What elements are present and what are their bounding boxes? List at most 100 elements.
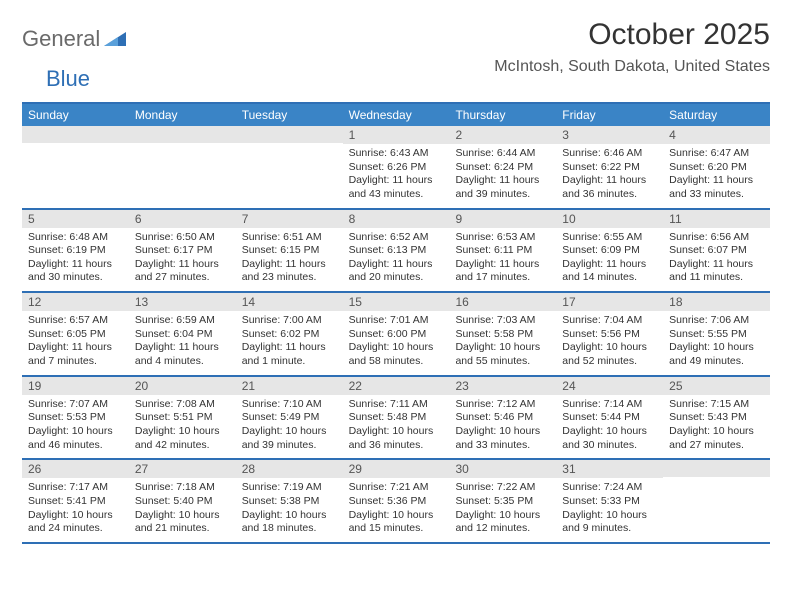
day-cell: 30Sunrise: 7:22 AMSunset: 5:35 PMDayligh… [449,460,556,542]
day-body: Sunrise: 7:00 AMSunset: 6:02 PMDaylight:… [236,311,343,375]
day-number: 14 [236,293,343,311]
daylight-text: Daylight: 11 hours and 23 minutes. [242,258,337,285]
day-body: Sunrise: 7:01 AMSunset: 6:00 PMDaylight:… [343,311,450,375]
sunrise-text: Sunrise: 6:46 AM [562,147,657,161]
day-body: Sunrise: 6:57 AMSunset: 6:05 PMDaylight:… [22,311,129,375]
day-number: 22 [343,377,450,395]
day-body: Sunrise: 7:07 AMSunset: 5:53 PMDaylight:… [22,395,129,459]
daylight-text: Daylight: 10 hours and 52 minutes. [562,341,657,368]
sunrise-text: Sunrise: 6:48 AM [28,231,123,245]
sunset-text: Sunset: 5:51 PM [135,411,230,425]
sunrise-text: Sunrise: 7:12 AM [455,398,550,412]
daylight-text: Daylight: 10 hours and 9 minutes. [562,509,657,536]
daylight-text: Daylight: 11 hours and 1 minute. [242,341,337,368]
day-cell: 18Sunrise: 7:06 AMSunset: 5:55 PMDayligh… [663,293,770,375]
sunrise-text: Sunrise: 7:08 AM [135,398,230,412]
weekday-header: Sunday [22,104,129,126]
sunrise-text: Sunrise: 7:07 AM [28,398,123,412]
day-cell: 14Sunrise: 7:00 AMSunset: 6:02 PMDayligh… [236,293,343,375]
day-cell: 5Sunrise: 6:48 AMSunset: 6:19 PMDaylight… [22,210,129,292]
day-cell [236,126,343,208]
sunrise-text: Sunrise: 7:01 AM [349,314,444,328]
day-body [236,143,343,201]
sunrise-text: Sunrise: 7:00 AM [242,314,337,328]
location-subtitle: McIntosh, South Dakota, United States [494,58,770,76]
day-cell: 13Sunrise: 6:59 AMSunset: 6:04 PMDayligh… [129,293,236,375]
day-cell: 17Sunrise: 7:04 AMSunset: 5:56 PMDayligh… [556,293,663,375]
daylight-text: Daylight: 10 hours and 49 minutes. [669,341,764,368]
day-number [236,126,343,143]
day-cell: 12Sunrise: 6:57 AMSunset: 6:05 PMDayligh… [22,293,129,375]
day-body: Sunrise: 6:43 AMSunset: 6:26 PMDaylight:… [343,144,450,208]
sunset-text: Sunset: 5:43 PM [669,411,764,425]
sunset-text: Sunset: 5:58 PM [455,328,550,342]
day-body: Sunrise: 6:46 AMSunset: 6:22 PMDaylight:… [556,144,663,208]
sunrise-text: Sunrise: 6:52 AM [349,231,444,245]
day-number: 21 [236,377,343,395]
sunset-text: Sunset: 5:49 PM [242,411,337,425]
weekday-header: Friday [556,104,663,126]
day-body: Sunrise: 7:22 AMSunset: 5:35 PMDaylight:… [449,478,556,542]
day-number: 16 [449,293,556,311]
sunset-text: Sunset: 6:22 PM [562,161,657,175]
logo-text-general: General [22,26,100,52]
sunrise-text: Sunrise: 7:17 AM [28,481,123,495]
day-number: 30 [449,460,556,478]
sunrise-text: Sunrise: 7:10 AM [242,398,337,412]
day-cell: 16Sunrise: 7:03 AMSunset: 5:58 PMDayligh… [449,293,556,375]
daylight-text: Daylight: 11 hours and 20 minutes. [349,258,444,285]
day-cell: 15Sunrise: 7:01 AMSunset: 6:00 PMDayligh… [343,293,450,375]
sunset-text: Sunset: 6:19 PM [28,244,123,258]
sunrise-text: Sunrise: 6:43 AM [349,147,444,161]
day-body: Sunrise: 6:52 AMSunset: 6:13 PMDaylight:… [343,228,450,292]
sunset-text: Sunset: 6:17 PM [135,244,230,258]
sunrise-text: Sunrise: 7:06 AM [669,314,764,328]
day-body: Sunrise: 7:18 AMSunset: 5:40 PMDaylight:… [129,478,236,542]
daylight-text: Daylight: 11 hours and 39 minutes. [455,174,550,201]
day-body: Sunrise: 6:53 AMSunset: 6:11 PMDaylight:… [449,228,556,292]
daylight-text: Daylight: 11 hours and 33 minutes. [669,174,764,201]
day-cell: 8Sunrise: 6:52 AMSunset: 6:13 PMDaylight… [343,210,450,292]
month-title: October 2025 [494,18,770,52]
week-row: 26Sunrise: 7:17 AMSunset: 5:41 PMDayligh… [22,460,770,544]
day-cell: 25Sunrise: 7:15 AMSunset: 5:43 PMDayligh… [663,377,770,459]
weekday-header: Wednesday [343,104,450,126]
sunrise-text: Sunrise: 6:51 AM [242,231,337,245]
daylight-text: Daylight: 10 hours and 33 minutes. [455,425,550,452]
sunset-text: Sunset: 6:13 PM [349,244,444,258]
daylight-text: Daylight: 10 hours and 21 minutes. [135,509,230,536]
calendar-grid: SundayMondayTuesdayWednesdayThursdayFrid… [22,102,770,544]
daylight-text: Daylight: 11 hours and 11 minutes. [669,258,764,285]
sunset-text: Sunset: 6:11 PM [455,244,550,258]
day-number: 11 [663,210,770,228]
logo-triangle-icon [104,28,126,51]
week-row: 1Sunrise: 6:43 AMSunset: 6:26 PMDaylight… [22,126,770,210]
day-cell: 26Sunrise: 7:17 AMSunset: 5:41 PMDayligh… [22,460,129,542]
day-body: Sunrise: 7:12 AMSunset: 5:46 PMDaylight:… [449,395,556,459]
day-number [22,126,129,143]
sunset-text: Sunset: 5:53 PM [28,411,123,425]
sunrise-text: Sunrise: 6:56 AM [669,231,764,245]
day-number: 24 [556,377,663,395]
day-number: 3 [556,126,663,144]
sunrise-text: Sunrise: 7:19 AM [242,481,337,495]
day-number [663,460,770,477]
day-number: 8 [343,210,450,228]
sunset-text: Sunset: 5:56 PM [562,328,657,342]
day-number: 19 [22,377,129,395]
title-block: October 2025 McIntosh, South Dakota, Uni… [494,18,770,76]
day-cell: 21Sunrise: 7:10 AMSunset: 5:49 PMDayligh… [236,377,343,459]
sunset-text: Sunset: 6:20 PM [669,161,764,175]
day-number [129,126,236,143]
sunset-text: Sunset: 6:26 PM [349,161,444,175]
sunset-text: Sunset: 5:38 PM [242,495,337,509]
day-number: 25 [663,377,770,395]
day-body [663,477,770,535]
day-body: Sunrise: 7:21 AMSunset: 5:36 PMDaylight:… [343,478,450,542]
day-body: Sunrise: 7:03 AMSunset: 5:58 PMDaylight:… [449,311,556,375]
day-cell: 24Sunrise: 7:14 AMSunset: 5:44 PMDayligh… [556,377,663,459]
weekday-header: Tuesday [236,104,343,126]
day-cell: 4Sunrise: 6:47 AMSunset: 6:20 PMDaylight… [663,126,770,208]
week-row: 19Sunrise: 7:07 AMSunset: 5:53 PMDayligh… [22,377,770,461]
week-row: 5Sunrise: 6:48 AMSunset: 6:19 PMDaylight… [22,210,770,294]
